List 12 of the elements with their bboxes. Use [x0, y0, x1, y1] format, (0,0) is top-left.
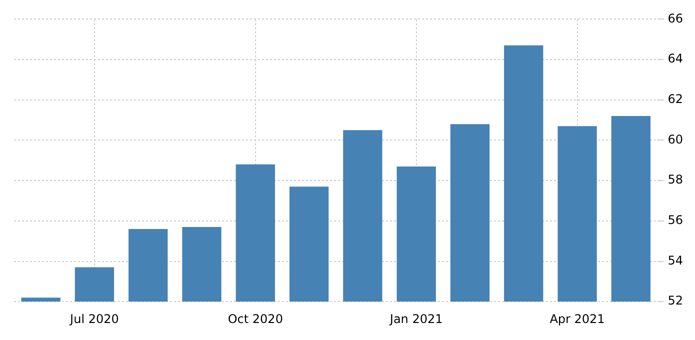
y-tick-label: 60 [668, 132, 684, 146]
x-tick-label: Jul 2020 [69, 312, 119, 326]
y-tick-label: 56 [668, 213, 684, 228]
y-tick-label: 64 [668, 52, 684, 66]
y-tick-label: 58 [668, 172, 684, 187]
x-tick-label: Apr 2021 [550, 312, 605, 326]
y-tick-label: 52 [668, 294, 684, 308]
y-tick-label: 62 [668, 92, 684, 106]
x-tick-label: Oct 2020 [228, 312, 283, 326]
y-tick-label: 54 [668, 253, 684, 268]
y-tick-label: 66 [668, 11, 684, 26]
x-tick-label: Jan 2021 [388, 312, 443, 326]
